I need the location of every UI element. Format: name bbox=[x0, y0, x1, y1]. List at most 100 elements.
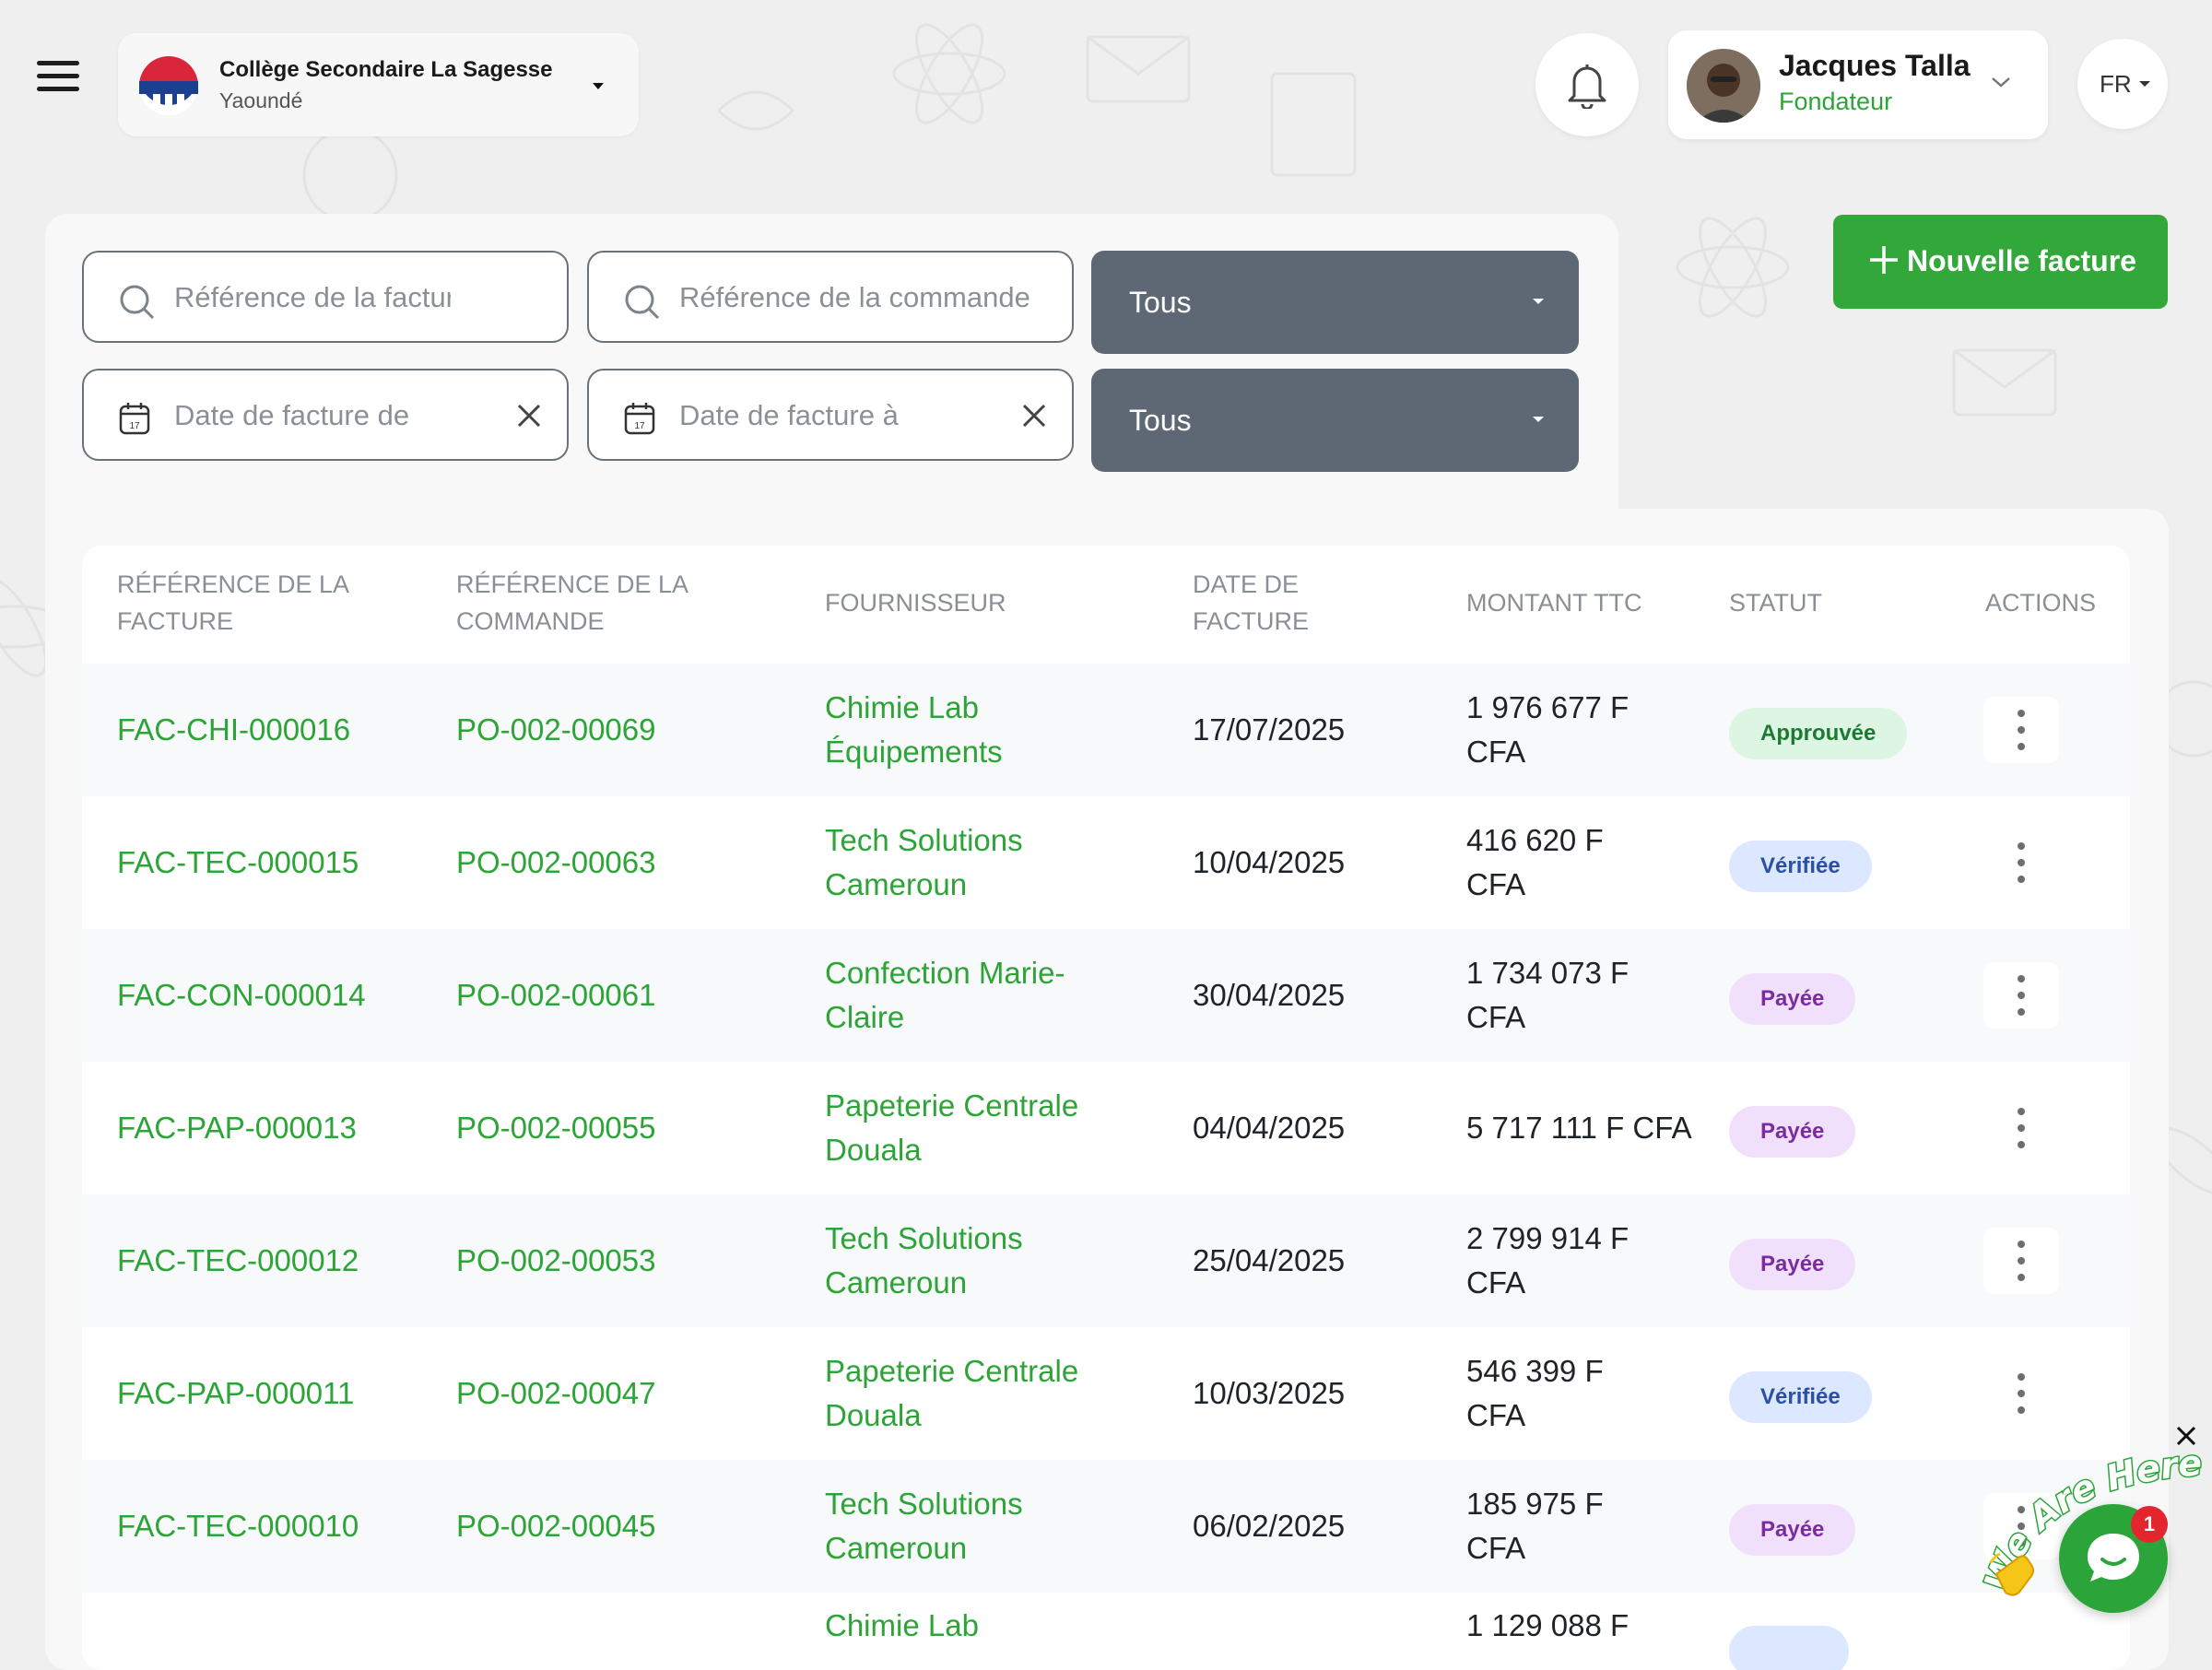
invoice-date: 06/02/2025 bbox=[1193, 1509, 1346, 1543]
close-icon[interactable] bbox=[1022, 404, 1046, 428]
caret-down-icon[interactable] bbox=[586, 74, 610, 98]
search-icon bbox=[120, 285, 155, 320]
invoice-amount: 416 620 F CFA bbox=[1466, 823, 1604, 901]
invoice-date: 25/04/2025 bbox=[1193, 1243, 1346, 1277]
row-actions-button[interactable] bbox=[1983, 1095, 2059, 1161]
new-invoice-label: Nouvelle facture bbox=[1907, 244, 2136, 277]
invoice-amount: 1 129 088 F bbox=[1466, 1608, 1630, 1642]
bell-icon bbox=[1568, 65, 1606, 109]
invoice-amount: 1 976 677 F CFA bbox=[1466, 690, 1630, 769]
order-ref-link[interactable]: PO-002-00061 bbox=[456, 978, 656, 1012]
status-filter-value: Tous bbox=[1129, 286, 1192, 319]
menu-icon[interactable] bbox=[37, 61, 79, 94]
invoice-amount: 1 734 073 F CFA bbox=[1466, 956, 1630, 1034]
new-invoice-button[interactable]: Nouvelle facture bbox=[1833, 215, 2168, 309]
supplier-link[interactable]: Papeterie Centrale Douala bbox=[825, 1354, 1079, 1432]
table-row[interactable]: FAC-CON-000014 PO-002-00061 Confection M… bbox=[82, 929, 2130, 1062]
calendar-icon: 17 bbox=[119, 403, 150, 435]
order-ref-link[interactable]: PO-002-00055 bbox=[456, 1111, 656, 1145]
supplier-filter-select[interactable]: Tous bbox=[1091, 369, 1579, 472]
invoice-date: 04/04/2025 bbox=[1193, 1111, 1346, 1145]
invoice-date: 30/04/2025 bbox=[1193, 978, 1346, 1012]
avatar bbox=[1687, 49, 1760, 123]
supplier-link[interactable]: Chimie Lab Équipements bbox=[825, 690, 1003, 769]
column-header-supplier[interactable]: FOURNISSEUR bbox=[825, 589, 1006, 617]
plus-icon bbox=[1870, 246, 1898, 274]
invoice-ref-link[interactable]: FAC-CON-000014 bbox=[117, 978, 366, 1012]
column-header-date[interactable]: DATE DE FACTURE bbox=[1193, 570, 1310, 635]
close-icon[interactable] bbox=[517, 404, 541, 428]
order-ref-link[interactable]: PO-002-00045 bbox=[456, 1509, 656, 1543]
invoice-amount: 546 399 F CFA bbox=[1466, 1354, 1604, 1432]
language-selector[interactable]: FR bbox=[2077, 39, 2168, 129]
status-filter-select[interactable]: Tous bbox=[1091, 251, 1579, 354]
svg-text:17: 17 bbox=[634, 421, 645, 431]
table-row[interactable]: FAC-PAP-000011 PO-002-00047 Papeterie Ce… bbox=[82, 1327, 2130, 1460]
table-row[interactable]: Chimie Lab 1 129 088 F bbox=[82, 1593, 2130, 1670]
column-header-order-ref[interactable]: RÉFÉRENCE DE LA COMMANDE bbox=[456, 570, 688, 635]
school-selector[interactable]: Collège Secondaire La Sagesse Yaoundé bbox=[118, 33, 639, 136]
invoice-amount: 5 717 111 F CFA bbox=[1466, 1111, 1692, 1145]
school-logo bbox=[139, 56, 198, 115]
search-icon bbox=[625, 285, 660, 320]
user-menu[interactable]: Jacques Talla Fondateur bbox=[1668, 30, 2048, 139]
order-ref-link[interactable]: PO-002-00053 bbox=[456, 1243, 656, 1277]
table-row[interactable]: FAC-TEC-000015 PO-002-00063 Tech Solutio… bbox=[82, 796, 2130, 929]
invoice-date: 10/03/2025 bbox=[1193, 1376, 1346, 1410]
chevron-down-icon bbox=[1992, 77, 2010, 88]
column-header-invoice-ref[interactable]: RÉFÉRENCE DE LA FACTURE bbox=[117, 570, 348, 635]
date-from-field[interactable]: 17 bbox=[82, 369, 569, 461]
supplier-link[interactable]: Tech Solutions Cameroun bbox=[825, 1487, 1023, 1565]
column-header-amount[interactable]: MONTANT TTC bbox=[1466, 589, 1642, 617]
row-actions-button[interactable] bbox=[1983, 829, 2059, 896]
caret-down-icon bbox=[1533, 417, 1544, 422]
table-row[interactable]: FAC-PAP-000013 PO-002-00055 Papeterie Ce… bbox=[82, 1062, 2130, 1194]
table-row[interactable]: FAC-TEC-000012 PO-002-00053 Tech Solutio… bbox=[82, 1194, 2130, 1327]
row-actions-button[interactable] bbox=[1983, 697, 2059, 763]
user-role: Fondateur bbox=[1779, 88, 1893, 115]
row-actions-button[interactable] bbox=[1983, 1228, 2059, 1294]
date-to-field[interactable]: 17 bbox=[587, 369, 1074, 461]
invoice-date: 17/07/2025 bbox=[1193, 712, 1346, 747]
invoice-ref-link[interactable]: FAC-TEC-000012 bbox=[117, 1243, 359, 1277]
status-badge: Approuvée bbox=[1729, 708, 1908, 759]
order-ref-link[interactable]: PO-002-00047 bbox=[456, 1376, 656, 1410]
chat-icon bbox=[2088, 1534, 2139, 1582]
order-ref-search[interactable] bbox=[587, 251, 1074, 343]
invoice-amount: 185 975 F CFA bbox=[1466, 1487, 1604, 1565]
supplier-link[interactable]: Tech Solutions Cameroun bbox=[825, 823, 1023, 901]
supplier-link[interactable]: Papeterie Centrale Douala bbox=[825, 1088, 1079, 1167]
invoice-ref-link[interactable]: FAC-CHI-000016 bbox=[117, 712, 351, 747]
invoice-ref-link[interactable]: FAC-PAP-000011 bbox=[117, 1376, 355, 1410]
order-ref-input[interactable] bbox=[677, 271, 1050, 324]
svg-text:17: 17 bbox=[129, 421, 140, 431]
invoice-date: 10/04/2025 bbox=[1193, 845, 1346, 879]
date-to-input[interactable] bbox=[677, 389, 1013, 442]
row-actions-button[interactable] bbox=[1983, 1493, 2059, 1559]
supplier-link[interactable]: Chimie Lab bbox=[825, 1608, 979, 1642]
invoice-ref-link[interactable]: FAC-TEC-000015 bbox=[117, 845, 359, 879]
caret-down-icon bbox=[1533, 299, 1544, 304]
notifications-button[interactable] bbox=[1535, 33, 1639, 136]
supplier-link[interactable]: Confection Marie-Claire bbox=[825, 956, 1065, 1034]
status-badge: Vérifiée bbox=[1729, 1371, 1872, 1423]
table-row[interactable]: FAC-TEC-000010 PO-002-00045 Tech Solutio… bbox=[82, 1460, 2130, 1593]
unread-badge: 1 bbox=[2131, 1506, 2168, 1543]
invoice-ref-input[interactable] bbox=[172, 271, 453, 324]
table-row[interactable]: FAC-CHI-000016 PO-002-00069 Chimie Lab É… bbox=[82, 664, 2130, 796]
close-icon[interactable] bbox=[2175, 1425, 2197, 1447]
row-actions-button[interactable] bbox=[1983, 1360, 2059, 1427]
invoice-ref-link[interactable]: FAC-PAP-000013 bbox=[117, 1111, 357, 1145]
order-ref-link[interactable]: PO-002-00063 bbox=[456, 845, 656, 879]
caret-down-icon bbox=[2139, 81, 2150, 87]
school-name: Collège Secondaire La Sagesse bbox=[219, 57, 553, 82]
invoice-ref-search[interactable] bbox=[82, 251, 569, 343]
status-badge: Payée bbox=[1729, 973, 1856, 1025]
school-city: Yaoundé bbox=[219, 88, 303, 112]
order-ref-link[interactable]: PO-002-00069 bbox=[456, 712, 656, 747]
supplier-link[interactable]: Tech Solutions Cameroun bbox=[825, 1221, 1023, 1300]
row-actions-button[interactable] bbox=[1983, 962, 2059, 1029]
invoice-ref-link[interactable]: FAC-TEC-000010 bbox=[117, 1509, 359, 1543]
date-from-input[interactable] bbox=[172, 389, 508, 442]
table-header: RÉFÉRENCE DE LA FACTURE RÉFÉRENCE DE LA … bbox=[82, 546, 2130, 664]
